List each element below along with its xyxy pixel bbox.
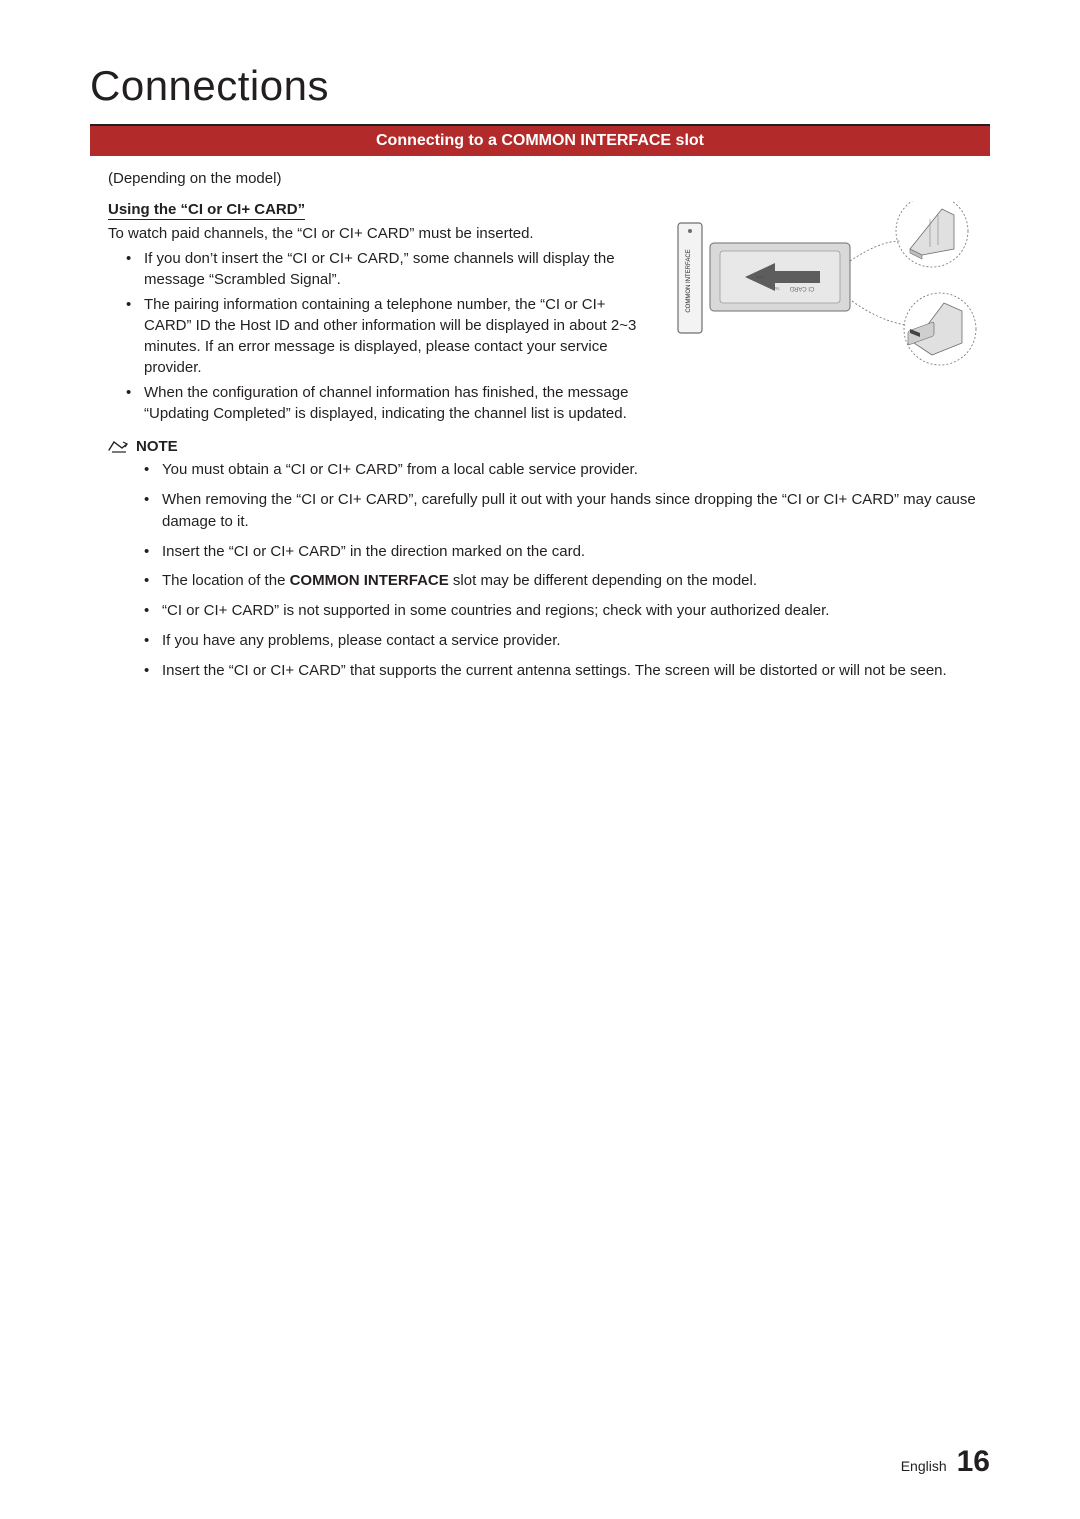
bullet-item: The pairing information containing a tel… [126, 294, 650, 378]
bullet-item: When the configuration of channel inform… [126, 382, 650, 424]
ci-card-diagram: COMMON INTERFACE ← CI CARD TM [670, 201, 990, 371]
subheading: Using the “CI or CI+ CARD” [108, 201, 305, 220]
note-item: When removing the “CI or CI+ CARD”, care… [144, 489, 990, 533]
note-header: NOTE [108, 438, 990, 455]
depending-note: (Depending on the model) [108, 170, 990, 187]
note-item: Insert the “CI or CI+ CARD” that support… [144, 660, 990, 682]
note-icon [108, 440, 128, 454]
slot-label-text: COMMON INTERFACE [686, 249, 692, 312]
note-list: You must obtain a “CI or CI+ CARD” from … [144, 459, 990, 681]
bullet-list: If you don’t insert the “CI or CI+ CARD,… [126, 248, 650, 424]
page: Connections Connecting to a COMMON INTER… [0, 0, 1080, 1519]
note-item-bold: COMMON INTERFACE [290, 572, 449, 589]
footer-page-number: 16 [957, 1445, 990, 1479]
note-item-suffix: slot may be different depending on the m… [449, 572, 757, 589]
note-item: The location of the COMMON INTERFACE slo… [144, 570, 990, 592]
note-item: “CI or CI+ CARD” is not supported in som… [144, 600, 990, 622]
text-column: Using the “CI or CI+ CARD” To watch paid… [90, 201, 650, 428]
note-item-prefix: The location of the [162, 572, 290, 589]
page-title: Connections [90, 62, 990, 110]
note-item: You must obtain a “CI or CI+ CARD” from … [144, 459, 990, 481]
content-row: Using the “CI or CI+ CARD” To watch paid… [90, 201, 990, 428]
section-bar: Connecting to a COMMON INTERFACE slot [90, 126, 990, 156]
bullet-item: If you don’t insert the “CI or CI+ CARD,… [126, 248, 650, 290]
svg-text:CI CARD: CI CARD [789, 285, 814, 291]
intro-paragraph: To watch paid channels, the “CI or CI+ C… [108, 224, 650, 244]
note-item: If you have any problems, please contact… [144, 630, 990, 652]
note-label: NOTE [136, 438, 178, 455]
note-item: Insert the “CI or CI+ CARD” in the direc… [144, 541, 990, 563]
diagram-column: COMMON INTERFACE ← CI CARD TM [670, 201, 990, 371]
page-footer: English 16 [901, 1445, 990, 1479]
footer-language: English [901, 1458, 947, 1474]
